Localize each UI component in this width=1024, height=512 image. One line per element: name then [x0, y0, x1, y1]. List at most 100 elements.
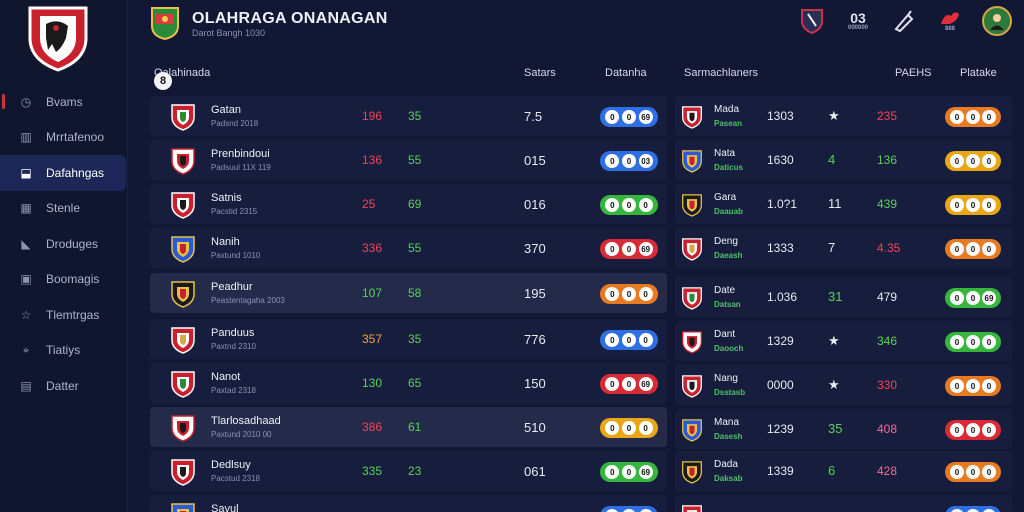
flame-icon[interactable]: 888	[936, 7, 964, 35]
table-row[interactable]: Prenbindoui Padsuul 11X 119 136 55 015 0 0 03	[150, 140, 667, 180]
table-row[interactable]: Savul	[150, 495, 667, 512]
sidebar-item-3[interactable]: ⬓ Dafahngas	[0, 155, 126, 191]
table-row[interactable]: Gatan Padsnd 2018 196 35 7.5 0 0 69	[150, 96, 667, 136]
form-dot: 0	[605, 333, 620, 347]
team-crest-icon	[170, 235, 196, 263]
stat-value-2: ★	[828, 377, 840, 392]
column-header-datanha[interactable]: Datanha	[605, 67, 647, 79]
table-row[interactable]: Deng Daeash 1333 7 4.35 0 0 0	[675, 228, 1012, 268]
sidebar-nav: ◷ Bvams ▥ Mrrtafenoo ⬓ Dafahngas ▦ Stenle ◣ Drodu…	[0, 84, 128, 404]
edit-icon[interactable]	[890, 7, 918, 35]
form-pill[interactable]: 0 0 03	[600, 151, 658, 171]
table-row[interactable]: Nang Dsstasb 0000 ★ 330 0 0 0	[675, 365, 1012, 405]
form-dot: 03	[638, 154, 653, 168]
stat-value-3: 479	[877, 290, 898, 304]
form-pill[interactable]	[945, 506, 1001, 512]
table-row[interactable]: Dedlsuy Pacstud 2318 335 23 061 0 0 69	[150, 451, 667, 491]
form-dot: 0	[950, 242, 964, 256]
star-icon: ☆	[20, 307, 32, 322]
team-crest-icon	[170, 414, 196, 442]
stats-icon[interactable]: 03 000000	[844, 7, 872, 35]
table-row[interactable]: Gara Daauab 1.0?1 11 439 0 0 0	[675, 184, 1012, 224]
table-row[interactable]: Tlarlosadhaad Paxtund 2010 00 386 61 510 0 0 0	[150, 407, 667, 447]
sidebar-item-4[interactable]: ▦ Stenle	[0, 191, 128, 227]
top-header: OLAHRAGA ONANAGAN Darot Bangh 1030 03 00…	[128, 0, 1024, 52]
club-logo-icon[interactable]	[26, 4, 90, 72]
team-name: Nanot	[211, 371, 241, 383]
team-name: Nang	[714, 373, 738, 384]
form-pill[interactable]: 0 0 69	[945, 288, 1001, 308]
sidebar-item-7[interactable]: ☆ Tlemtrgas	[0, 297, 128, 333]
shield-icon[interactable]	[798, 7, 826, 35]
form-dot: 0	[638, 198, 653, 212]
column-header-sarmachlaners[interactable]: Sarmachlaners	[684, 67, 758, 79]
table-row[interactable]	[675, 495, 1012, 512]
form-pill[interactable]	[600, 506, 658, 512]
form-pill[interactable]: 0 0 69	[600, 107, 658, 127]
table-column-header: 8 Oalahinada Satars Datanha Sarmachlaners…	[150, 62, 1024, 90]
column-header-platake[interactable]: Platake	[960, 67, 997, 79]
stat-value-1: 0000	[767, 378, 794, 392]
table-row[interactable]: Nata Daticus 1630 4 136 0 0 0	[675, 140, 1012, 180]
stat-value-3: 510	[524, 420, 546, 435]
stats-icon-sub: 000000	[847, 25, 869, 31]
pin-icon: ⌖	[22, 342, 30, 357]
stat-value-1: 107	[362, 286, 383, 300]
form-dot: 0	[982, 198, 996, 212]
stat-value-1: 1.036	[767, 290, 798, 304]
table-row[interactable]: Satnis Pacstid 2315 25 69 016 0 0 0	[150, 184, 667, 224]
team-subtitle: Daticus	[714, 163, 743, 172]
sidebar-item-9[interactable]: ▤ Datter	[0, 368, 128, 404]
form-dot	[621, 509, 636, 512]
form-pill[interactable]: 0 0 69	[600, 374, 658, 394]
table-row[interactable]: Nanot Paxtad 2318 130 65 150 0 0 69	[150, 363, 667, 403]
form-dot: 0	[982, 423, 996, 437]
stat-value-1: 1303	[767, 109, 794, 123]
avatar[interactable]	[982, 6, 1012, 36]
team-name: Deng	[714, 236, 738, 247]
sidebar-item-1[interactable]: ◷ Bvams	[0, 84, 128, 120]
table-row[interactable]: Mana Dasesh 1239 35 408 0 0 0	[675, 409, 1012, 449]
form-dot: 0	[621, 465, 636, 479]
sidebar-item-2[interactable]: ▥ Mrrtafenoo	[0, 120, 128, 156]
table-row[interactable]: Peadhur Peastentagaha 2003 107 58 195 0 0 0	[150, 273, 667, 313]
inbox-icon: ⬓	[20, 165, 32, 180]
stat-value-1: 136	[362, 153, 383, 167]
team-crest-icon	[170, 147, 196, 175]
form-dot	[982, 509, 996, 512]
table-row[interactable]: Dada Daksab 1339 6 428 0 0 0	[675, 451, 1012, 491]
stat-value-2: 4	[828, 152, 836, 167]
sidebar-item-8[interactable]: ⌖ Tiatiys	[0, 333, 128, 369]
stat-value-1: 25	[362, 197, 376, 211]
team-subtitle: Pacstud 2318	[211, 474, 260, 483]
team-subtitle: Daksab	[714, 474, 743, 483]
team-name: Savul	[211, 503, 239, 512]
table-row[interactable]: Mada Pasean 1303 ★ 235 0 0 0	[675, 96, 1012, 136]
form-pill[interactable]: 0 0 69	[600, 462, 658, 482]
form-dot: 0	[966, 379, 980, 393]
column-header-paehs[interactable]: PAEHS	[895, 67, 932, 79]
team-crest-icon	[170, 370, 196, 398]
table-row[interactable]: Dant Daooch 1329 ★ 346 0 0 0	[675, 321, 1012, 361]
form-pill[interactable]: 0 0 69	[600, 239, 658, 259]
table-row[interactable]: Panduus Paxtnd 2310 357 35 776 0 0 0	[150, 319, 667, 359]
column-header-satars[interactable]: Satars	[524, 67, 556, 79]
sidebar-item-5[interactable]: ◣ Droduges	[0, 226, 128, 262]
table-row[interactable]: Nanih Paxtund 1010 336 55 370 0 0 69	[150, 228, 667, 268]
sidebar-item-6[interactable]: ▣ Boomagis	[0, 262, 128, 298]
table-row[interactable]: Date Datsan 1.036 31 479 0 0 69	[675, 277, 1012, 317]
stat-value-2: 11	[828, 196, 842, 211]
team-name: Prenbindoui	[211, 148, 270, 160]
